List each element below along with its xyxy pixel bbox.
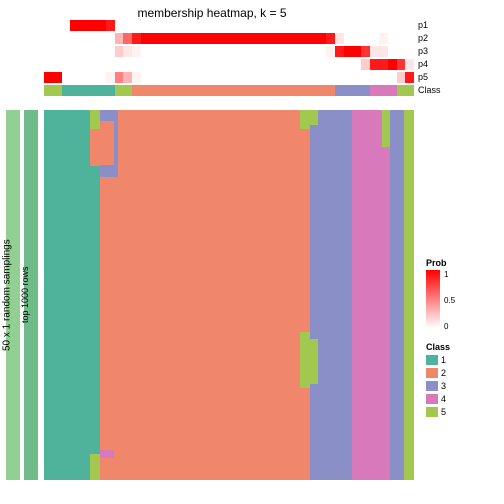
heatmap-col <box>390 110 404 480</box>
legend-class-label: 1 <box>441 355 446 365</box>
legend-swatch <box>426 355 438 365</box>
annot-row-p4 <box>44 59 414 70</box>
chart-title: membership heatmap, k = 5 <box>0 6 424 20</box>
heatmap-col <box>50 110 90 480</box>
legend-class-item: 3 <box>426 380 498 392</box>
legend-swatch <box>426 368 438 378</box>
legend-swatch <box>426 394 438 404</box>
legend-prob-ticks: 10.50 <box>444 270 474 328</box>
legend-prob-tick: 1 <box>444 270 448 279</box>
legend-swatch <box>426 381 438 391</box>
annot-row-class <box>44 85 414 96</box>
legend-prob-tick: 0.5 <box>444 296 455 305</box>
heatmap-col <box>404 110 414 480</box>
heatmap-col <box>118 110 300 480</box>
legend-class-item: 1 <box>426 354 498 366</box>
legend-prob-title: Prob <box>426 258 498 268</box>
heatmap-col <box>90 110 100 480</box>
legend-class-item: 2 <box>426 367 498 379</box>
annot-label-p5: p5 <box>418 72 428 82</box>
left-label-outer: 50 x 1 random samplings <box>0 110 14 480</box>
annot-label-class: Class <box>418 85 441 95</box>
legend-class-item: 4 <box>426 393 498 405</box>
legend-class-label: 3 <box>441 381 446 391</box>
heatmap-col <box>300 110 310 480</box>
annot-row-p5 <box>44 72 414 83</box>
heatmap-col <box>318 110 352 480</box>
legend-prob-gradient <box>426 270 440 328</box>
heatmap-col <box>100 110 114 480</box>
legend-class: Class 1 2 3 4 5 <box>426 342 498 419</box>
legend-class-item: 5 <box>426 406 498 418</box>
legend-class-title: Class <box>426 342 498 352</box>
annot-label-p4: p4 <box>418 59 428 69</box>
legend-prob-tick: 0 <box>444 322 448 331</box>
legend-class-label: 2 <box>441 368 446 378</box>
annot-row-p2 <box>44 33 414 44</box>
heatmap-col <box>352 110 382 480</box>
annot-label-p1: p1 <box>418 20 428 30</box>
legend-class-label: 4 <box>441 394 446 404</box>
annot-row-p1 <box>44 20 414 31</box>
annot-label-p2: p2 <box>418 33 428 43</box>
left-label-inner: top 1000 rows <box>18 110 32 480</box>
legend-swatch <box>426 407 438 417</box>
legend-prob: Prob 10.50 <box>426 258 498 328</box>
heatmap-col <box>382 110 390 480</box>
annot-row-p3 <box>44 46 414 57</box>
annotation-rows: p1p2p3p4p5Class <box>44 20 414 100</box>
heatmap-col <box>310 110 318 480</box>
annot-label-p3: p3 <box>418 46 428 56</box>
heatmap-body <box>44 110 414 480</box>
legend-class-label: 5 <box>441 407 446 417</box>
